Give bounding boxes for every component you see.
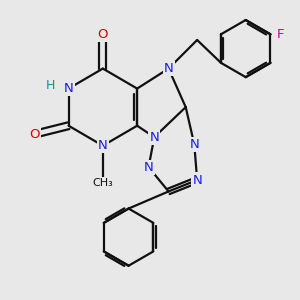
Text: H: H — [45, 79, 55, 92]
Text: N: N — [64, 82, 74, 95]
Text: N: N — [144, 160, 153, 174]
Text: N: N — [164, 62, 173, 75]
Text: N: N — [189, 138, 199, 151]
Text: O: O — [29, 128, 40, 141]
Text: CH₃: CH₃ — [92, 178, 113, 188]
Text: O: O — [98, 28, 108, 41]
Text: N: N — [192, 173, 202, 187]
Text: F: F — [277, 28, 284, 41]
Text: N: N — [149, 130, 159, 144]
Text: N: N — [98, 139, 108, 152]
